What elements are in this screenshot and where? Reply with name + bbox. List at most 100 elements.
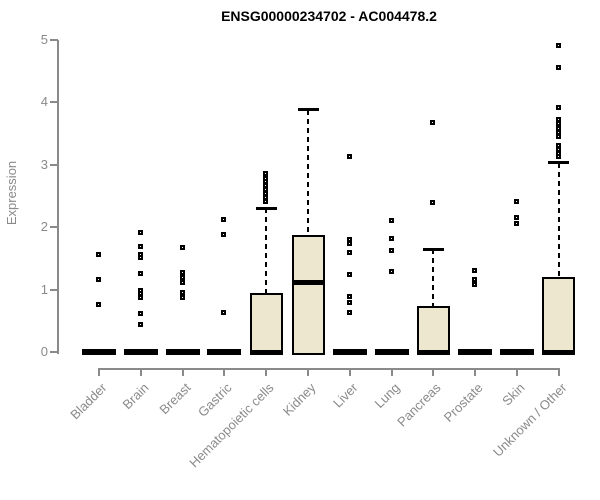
box-body (291, 235, 325, 355)
outlier-point (388, 236, 394, 242)
outlier-point (555, 43, 561, 49)
outlier-point (514, 199, 519, 205)
outlier-point (388, 217, 394, 223)
collapsed-box-at-zero (82, 349, 116, 355)
x-tick-mark (223, 368, 226, 376)
x-tick-mark (557, 368, 560, 376)
y-tick-mark (50, 39, 58, 41)
outlier-point (137, 322, 143, 328)
upper-whisker-cap (255, 206, 277, 210)
x-tick-mark (307, 368, 309, 376)
upper-whisker-cap (297, 108, 319, 112)
outlier-point (346, 309, 352, 315)
upper-whisker (557, 162, 560, 278)
x-tick-mark (348, 368, 351, 376)
median-line (542, 350, 576, 355)
outlier-point (346, 299, 352, 305)
x-tick-mark (390, 368, 393, 376)
outlier-point (514, 221, 519, 227)
outlier-point (555, 116, 561, 122)
outlier-point (430, 199, 436, 205)
collapsed-box-at-zero (374, 349, 409, 355)
outlier-point (137, 310, 143, 316)
outlier-point (555, 125, 561, 131)
median-line (291, 280, 325, 286)
box-body (542, 277, 576, 355)
y-tick-label: 0 (40, 344, 48, 359)
outlier-point (137, 252, 143, 258)
outlier-point (472, 282, 478, 288)
y-tick-label: 2 (40, 219, 48, 235)
outlier-point (137, 271, 143, 276)
y-tick-mark (50, 226, 58, 229)
y-tick-mark (50, 163, 58, 166)
y-tick-mark (50, 351, 58, 353)
outlier-point (555, 121, 561, 127)
median-line (249, 350, 283, 355)
box-body (416, 305, 450, 355)
outlier-point (388, 269, 394, 275)
y-tick-mark (50, 101, 58, 104)
outlier-point (179, 295, 185, 301)
upper-whisker-cap (422, 247, 444, 251)
outlier-point (221, 231, 227, 237)
outlier-point (179, 289, 185, 295)
x-tick-mark (265, 368, 268, 376)
outlier-point (179, 280, 185, 286)
outlier-point (346, 249, 352, 255)
collapsed-box-at-zero (458, 349, 493, 355)
median-line (416, 350, 450, 355)
outlier-point (472, 277, 478, 283)
outlier-point (346, 294, 352, 300)
y-axis-line (57, 40, 59, 354)
outlier-point (137, 287, 143, 293)
outlier-point (179, 269, 185, 275)
upper-whisker-cap (548, 161, 570, 165)
upper-whisker (265, 208, 268, 293)
outlier-point (346, 272, 352, 278)
x-tick-mark (139, 368, 142, 376)
outlier-point (346, 241, 352, 247)
outlier-point (137, 244, 143, 250)
outlier-point (96, 302, 101, 308)
y-axis-title: Expression (4, 160, 19, 226)
outlier-point (555, 129, 561, 135)
collapsed-box-at-zero (332, 349, 367, 355)
collapsed-box-at-zero (123, 349, 158, 355)
collapsed-box-at-zero (207, 349, 242, 355)
x-tick-mark (98, 368, 100, 376)
y-tick-label: 1 (40, 281, 48, 297)
outlier-point (96, 252, 101, 258)
y-tick-mark (50, 288, 58, 291)
y-tick-label: 5 (40, 32, 48, 47)
upper-whisker (432, 249, 435, 306)
x-tick-mark (181, 368, 184, 376)
collapsed-box-at-zero (500, 349, 534, 355)
outlier-point (221, 216, 227, 222)
y-tick-label: 4 (40, 94, 48, 110)
outlier-point (263, 194, 269, 200)
outlier-point (179, 275, 185, 281)
box-body (249, 292, 283, 355)
outlier-point (555, 105, 561, 111)
y-tick-label: 3 (40, 156, 48, 172)
outlier-point (263, 171, 269, 177)
x-axis-line (99, 368, 560, 370)
chart-title: ENSG00000234702 - AC004478.2 (221, 8, 437, 24)
x-tick-mark (516, 368, 518, 376)
x-tick-mark (474, 368, 477, 376)
outlier-point (137, 295, 143, 301)
x-tick-mark (432, 368, 435, 376)
outlier-point (388, 247, 394, 253)
outlier-point (430, 119, 436, 125)
outlier-point (263, 175, 269, 181)
outlier-point (555, 65, 561, 71)
outlier-point (96, 277, 101, 283)
outlier-point (346, 236, 352, 242)
outlier-point (137, 229, 143, 235)
upper-whisker (307, 109, 309, 236)
outlier-point (179, 244, 185, 250)
outlier-point (555, 143, 561, 149)
outlier-point (514, 214, 519, 220)
